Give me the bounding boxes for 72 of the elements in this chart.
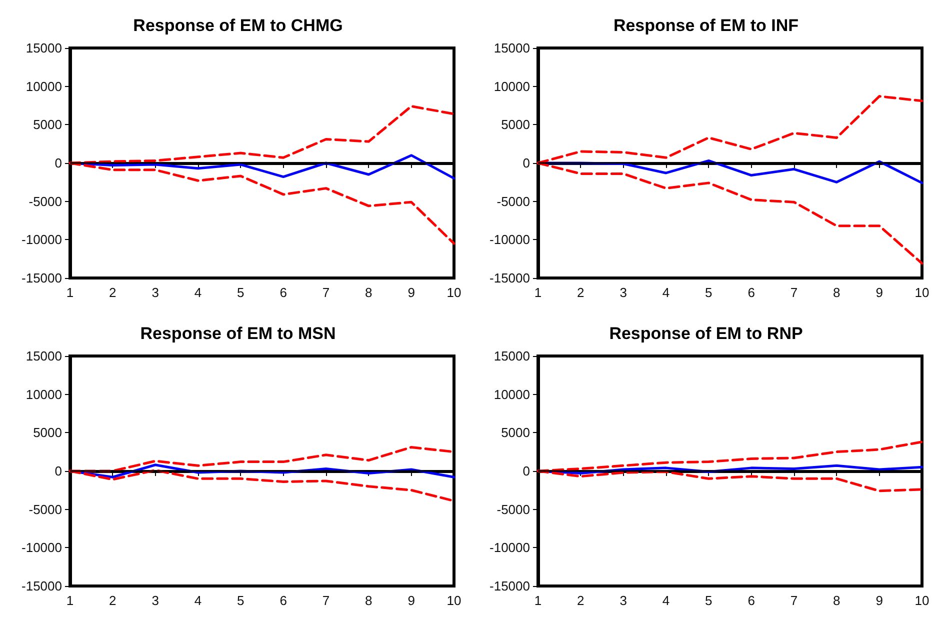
x-tick-label: 2 bbox=[577, 285, 584, 300]
y-tick-label: 10000 bbox=[494, 78, 530, 94]
x-tick-label: 8 bbox=[365, 285, 372, 300]
y-tick-label: -5000 bbox=[496, 502, 530, 517]
y-tick-label: 15000 bbox=[26, 348, 62, 364]
x-tick-label: 6 bbox=[280, 593, 287, 608]
x-tick-label: 7 bbox=[790, 593, 798, 608]
x-tick-label: 1 bbox=[534, 593, 542, 608]
x-tick-label: 5 bbox=[237, 593, 244, 608]
y-tick-label: -10000 bbox=[490, 540, 530, 556]
x-tick-label: 3 bbox=[152, 285, 159, 300]
x-tick-label: 3 bbox=[620, 285, 627, 300]
y-tick-label: -15000 bbox=[22, 578, 62, 594]
x-tick-label: 6 bbox=[748, 593, 755, 608]
chart-title: Response of EM to CHMG bbox=[133, 16, 343, 35]
y-tick-label: -15000 bbox=[490, 578, 530, 594]
y-tick-label: -15000 bbox=[22, 270, 62, 286]
x-tick-label: 8 bbox=[833, 593, 840, 608]
y-tick-label: -10000 bbox=[490, 232, 530, 248]
x-tick-label: 7 bbox=[322, 285, 330, 300]
y-tick-label: -10000 bbox=[22, 540, 62, 556]
x-tick-label: 7 bbox=[790, 285, 798, 300]
x-tick-label: 9 bbox=[876, 285, 883, 300]
x-tick-label: 1 bbox=[534, 285, 542, 300]
x-tick-label: 7 bbox=[322, 593, 330, 608]
y-tick-label: 5000 bbox=[33, 425, 62, 440]
x-tick-label: 9 bbox=[408, 593, 415, 608]
x-tick-label: 10 bbox=[446, 285, 462, 300]
y-tick-label: 5000 bbox=[501, 117, 530, 132]
y-tick-label: -10000 bbox=[22, 232, 62, 248]
y-tick-label: 0 bbox=[522, 156, 530, 170]
chart-title: Response of EM to RNP bbox=[609, 324, 803, 343]
y-tick-label: 10000 bbox=[26, 386, 62, 402]
x-tick-label: 9 bbox=[876, 593, 883, 608]
chart-title: Response of EM to MSN bbox=[140, 324, 336, 343]
y-tick-label: 10000 bbox=[26, 78, 62, 94]
x-tick-label: 4 bbox=[662, 285, 670, 300]
y-tick-label: -5000 bbox=[496, 194, 530, 209]
x-tick-label: 5 bbox=[237, 285, 244, 300]
x-tick-label: 3 bbox=[620, 593, 627, 608]
y-tick-label: 15000 bbox=[494, 40, 530, 56]
x-tick-label: 6 bbox=[280, 285, 287, 300]
y-tick-label: 5000 bbox=[501, 425, 530, 440]
chart-title: Response of EM to INF bbox=[613, 16, 799, 35]
x-tick-label: 4 bbox=[194, 593, 202, 608]
x-tick-label: 2 bbox=[109, 593, 116, 608]
x-tick-label: 2 bbox=[109, 285, 116, 300]
y-tick-label: 15000 bbox=[26, 40, 62, 56]
y-tick-label: 5000 bbox=[33, 117, 62, 132]
y-tick-label: 0 bbox=[54, 464, 62, 478]
x-tick-label: 10 bbox=[914, 593, 930, 608]
y-tick-label: 0 bbox=[54, 156, 62, 170]
y-tick-label: -15000 bbox=[490, 270, 530, 286]
x-tick-label: 3 bbox=[152, 593, 159, 608]
y-tick-label: 10000 bbox=[494, 386, 530, 402]
x-tick-label: 6 bbox=[748, 285, 755, 300]
x-tick-label: 8 bbox=[833, 285, 840, 300]
x-tick-label: 2 bbox=[577, 593, 584, 608]
y-tick-label: 15000 bbox=[494, 348, 530, 364]
x-tick-label: 9 bbox=[408, 285, 415, 300]
x-tick-label: 4 bbox=[194, 285, 202, 300]
x-tick-label: 1 bbox=[66, 593, 74, 608]
x-tick-label: 4 bbox=[662, 593, 670, 608]
x-tick-label: 1 bbox=[66, 285, 74, 300]
y-tick-label: 0 bbox=[522, 464, 530, 478]
x-tick-label: 10 bbox=[446, 593, 462, 608]
x-tick-label: 5 bbox=[705, 285, 712, 300]
x-tick-label: 8 bbox=[365, 593, 372, 608]
x-tick-label: 10 bbox=[914, 285, 930, 300]
y-tick-label: -5000 bbox=[28, 502, 62, 517]
x-tick-label: 5 bbox=[705, 593, 712, 608]
y-tick-label: -5000 bbox=[28, 194, 62, 209]
